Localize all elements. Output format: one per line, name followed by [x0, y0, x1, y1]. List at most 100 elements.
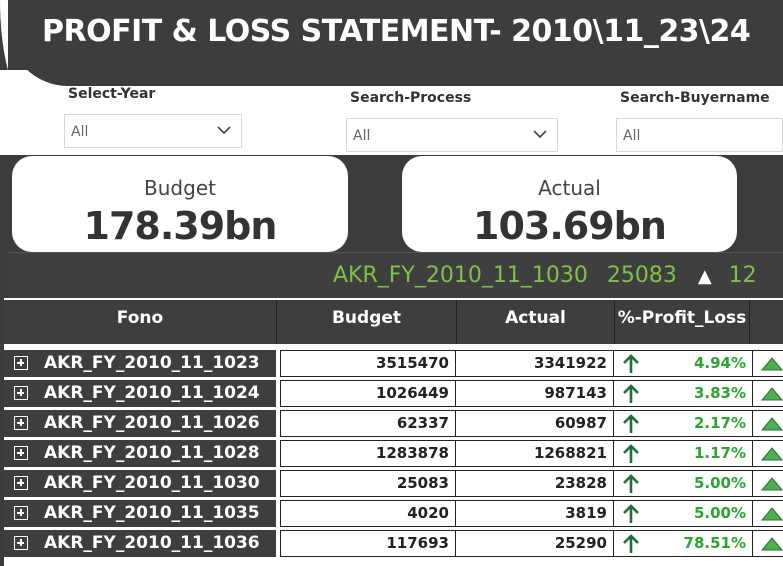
- cell-indicator: [752, 350, 783, 377]
- slicer-buyername-value: All: [623, 128, 641, 144]
- profit-loss-value: 4.94%: [693, 354, 746, 372]
- ticker-text: AKR_FY_2010_11_1030 25083 ▲ 12: [333, 263, 757, 288]
- up-triangle-icon: [761, 387, 783, 401]
- profit-loss-table: Fono Budget Actual %-Profit_Loss AKR_FY_…: [4, 298, 783, 566]
- cell-fono[interactable]: AKR_FY_2010_11_1026: [4, 410, 276, 437]
- column-header-fono[interactable]: Fono: [4, 300, 276, 344]
- arrow-up-icon: [623, 474, 639, 493]
- slicer-process-label: Search-Process: [350, 90, 472, 106]
- arrow-up-icon: [623, 384, 639, 403]
- cell-fono[interactable]: AKR_FY_2010_11_1030: [4, 470, 276, 497]
- cell-actual: 3819: [455, 500, 614, 527]
- slicer-year-value: All: [71, 124, 89, 140]
- scrolling-ticker: AKR_FY_2010_11_1030 25083 ▲ 12: [8, 252, 783, 298]
- cell-fono[interactable]: AKR_FY_2010_11_1028: [4, 440, 276, 467]
- cell-actual: 1268821: [455, 440, 614, 467]
- chevron-down-icon: [217, 126, 231, 135]
- kpi-budget-value: 178.39bn: [83, 204, 278, 248]
- table-row[interactable]: AKR_FY_2010_11_1026 62337 60987 2.17%: [4, 408, 783, 438]
- cell-budget: 1026449: [280, 380, 456, 407]
- cell-fono[interactable]: AKR_FY_2010_11_1035: [4, 500, 276, 527]
- cell-profit-loss: 5.00%: [613, 470, 753, 497]
- expand-icon[interactable]: [14, 386, 28, 400]
- expand-icon[interactable]: [14, 506, 28, 520]
- arrow-up-icon: [623, 444, 639, 463]
- expand-icon[interactable]: [14, 536, 28, 550]
- column-header-budget[interactable]: Budget: [276, 300, 456, 344]
- cell-fono[interactable]: AKR_FY_2010_11_1036: [4, 530, 276, 557]
- cell-actual: 987143: [455, 380, 614, 407]
- cell-fono[interactable]: AKR_FY_2010_11_1023: [4, 350, 276, 377]
- cell-budget: 1283878: [280, 440, 456, 467]
- cell-indicator: [752, 470, 783, 497]
- cell-indicator: [752, 380, 783, 407]
- table-row[interactable]: AKR_FY_2010_11_1028 1283878 1268821 1.17%: [4, 438, 783, 468]
- cell-budget: 3515470: [280, 350, 456, 377]
- ticker-next: 12: [728, 263, 757, 288]
- cell-budget: 62337: [280, 410, 456, 437]
- cell-budget: 4020: [280, 500, 456, 527]
- arrow-up-icon: [623, 414, 639, 433]
- profit-loss-value: 2.17%: [693, 414, 746, 432]
- cell-profit-loss: 5.00%: [613, 500, 753, 527]
- fono-label: AKR_FY_2010_11_1030: [44, 473, 260, 493]
- cell-profit-loss: 78.51%: [613, 530, 753, 557]
- profit-loss-value: 5.00%: [693, 474, 746, 492]
- fono-label: AKR_FY_2010_11_1028: [44, 443, 260, 463]
- kpi-actual-value: 103.69bn: [473, 204, 667, 248]
- table-row[interactable]: AKR_FY_2010_11_1035 4020 3819 5.00%: [4, 498, 783, 528]
- arrow-up-icon: [623, 354, 639, 373]
- cell-actual: 23828: [455, 470, 614, 497]
- ticker-value: 25083: [606, 263, 677, 288]
- slicer-process-dropdown[interactable]: All: [346, 118, 558, 152]
- chevron-down-icon: [533, 130, 547, 139]
- up-triangle-icon: [761, 477, 783, 491]
- cell-profit-loss: 1.17%: [613, 440, 753, 467]
- up-triangle-icon: [761, 357, 783, 371]
- expand-icon[interactable]: [14, 476, 28, 490]
- ticker-name: AKR_FY_2010_11_1030: [333, 263, 588, 288]
- cell-actual: 60987: [455, 410, 614, 437]
- table-row[interactable]: AKR_FY_2010_11_1023 3515470 3341922 4.94%: [4, 348, 783, 378]
- page-title: PROFIT & LOSS STATEMENT- 2010\11_23\24: [42, 14, 751, 49]
- fono-label: AKR_FY_2010_11_1026: [44, 413, 260, 433]
- fono-label: AKR_FY_2010_11_1035: [44, 503, 260, 523]
- table-row[interactable]: AKR_FY_2010_11_1024 1026449 987143 3.83%: [4, 378, 783, 408]
- cell-profit-loss: 2.17%: [613, 410, 753, 437]
- cell-budget: 117693: [280, 530, 456, 557]
- up-triangle-icon: ▲: [697, 266, 712, 287]
- cell-fono[interactable]: AKR_FY_2010_11_1024: [4, 380, 276, 407]
- column-header-actual[interactable]: Actual: [456, 300, 614, 344]
- cell-indicator: [752, 500, 783, 527]
- expand-icon[interactable]: [14, 416, 28, 430]
- slicer-year-dropdown[interactable]: All: [64, 114, 242, 148]
- slicer-buyername-dropdown[interactable]: All: [616, 118, 783, 152]
- arrow-up-icon: [623, 534, 639, 553]
- kpi-actual-label: Actual: [538, 176, 601, 200]
- column-header-indicator: [749, 300, 783, 344]
- fono-label: AKR_FY_2010_11_1024: [44, 383, 260, 403]
- arrow-up-icon: [623, 504, 639, 523]
- kpi-budget-label: Budget: [144, 176, 216, 200]
- profit-loss-value: 78.51%: [683, 534, 746, 552]
- kpi-card-budget: Budget 178.39bn: [12, 156, 348, 252]
- table-header: Fono Budget Actual %-Profit_Loss: [4, 298, 783, 344]
- table-row[interactable]: AKR_FY_2010_11_1036 117693 25290 78.51%: [4, 528, 783, 558]
- cell-indicator: [752, 440, 783, 467]
- profit-loss-value: 1.17%: [693, 444, 746, 462]
- up-triangle-icon: [761, 537, 783, 551]
- profit-loss-value: 3.83%: [693, 384, 746, 402]
- cell-budget: 25083: [280, 470, 456, 497]
- up-triangle-icon: [761, 447, 783, 461]
- slicer-process-value: All: [353, 128, 371, 144]
- cell-indicator: [752, 410, 783, 437]
- expand-icon[interactable]: [14, 356, 28, 370]
- cell-indicator: [752, 530, 783, 557]
- cell-actual: 3341922: [455, 350, 614, 377]
- cell-actual: 25290: [455, 530, 614, 557]
- up-triangle-icon: [761, 507, 783, 521]
- column-header-profit-loss[interactable]: %-Profit_Loss: [614, 300, 749, 344]
- slicer-year-label: Select-Year: [68, 86, 156, 102]
- table-row[interactable]: AKR_FY_2010_11_1030 25083 23828 5.00%: [4, 468, 783, 498]
- expand-icon[interactable]: [14, 446, 28, 460]
